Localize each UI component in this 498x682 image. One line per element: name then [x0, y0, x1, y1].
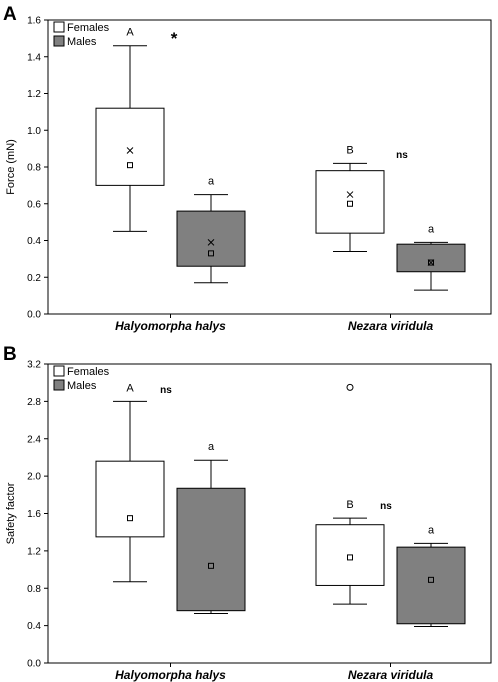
box-iqr — [176, 210, 246, 267]
mean-marker — [207, 238, 215, 246]
y-tick-label: 0.6 — [27, 199, 41, 210]
box-iqr — [315, 170, 385, 234]
y-tick-label: 1.2 — [27, 546, 41, 557]
x-category-label: Halyomorpha halys — [115, 668, 226, 682]
box-iqr — [396, 546, 466, 625]
outlier-point — [346, 383, 354, 391]
mean-marker — [427, 259, 435, 266]
significance-marker: * — [171, 29, 178, 48]
mean-marker — [126, 147, 134, 154]
legend-label: Females — [67, 366, 110, 378]
legend-swatch — [53, 379, 65, 391]
panel-letter: B — [3, 344, 17, 365]
y-tick-label: 1.6 — [27, 509, 41, 520]
y-tick-label: 2.8 — [27, 397, 41, 408]
y-tick-label: 0.0 — [27, 310, 41, 321]
box-males-2: a — [396, 524, 466, 628]
group-letter: a — [208, 441, 215, 453]
box-iqr — [176, 487, 246, 612]
median-marker — [127, 162, 133, 169]
x-category-label: Halyomorpha halys — [115, 319, 226, 333]
box-males-2: a — [396, 223, 466, 291]
y-tick-label: 1.4 — [27, 52, 41, 63]
y-axis-label: Safety factor — [5, 482, 17, 544]
x-category-label: Nezara viridula — [348, 319, 434, 333]
median-marker — [428, 259, 434, 266]
y-tick-label: 3.2 — [27, 360, 41, 371]
y-tick-label: 0.4 — [27, 621, 41, 632]
group-letter: A — [126, 382, 134, 394]
legend: Females Males — [53, 365, 110, 392]
legend-swatch — [53, 21, 65, 33]
y-tick-label: 1.2 — [27, 89, 41, 100]
legend-swatch — [53, 365, 65, 377]
group-letter: B — [346, 144, 353, 156]
y-tick-label: 2.0 — [27, 472, 41, 483]
panel-letter: A — [3, 4, 17, 25]
x-category-label: Nezara viridula — [348, 668, 434, 682]
y-tick-label: 1.6 — [27, 16, 41, 27]
box-males-1: a — [176, 176, 246, 284]
y-tick-label: 2.4 — [27, 434, 41, 445]
median-marker — [347, 554, 353, 561]
legend-label: Males — [67, 36, 97, 48]
box-females-2: B — [315, 383, 385, 605]
legend: Females Males — [53, 21, 110, 48]
significance-marker: ns — [380, 501, 392, 512]
median-marker — [428, 576, 434, 583]
y-tick-label: 0.8 — [27, 584, 41, 595]
box-females-1: A — [95, 27, 165, 232]
median-marker — [347, 200, 353, 207]
legend-swatch — [53, 35, 65, 47]
y-tick-label: 0.4 — [27, 236, 41, 247]
y-tick-label: 0.8 — [27, 163, 41, 174]
y-tick-label: 1.0 — [27, 126, 41, 137]
significance-marker: ns — [160, 385, 172, 396]
group-letter: a — [428, 524, 435, 536]
box-females-2: B — [315, 144, 385, 253]
y-tick-label: 0.0 — [27, 659, 41, 670]
box-iqr — [396, 243, 466, 273]
legend-label: Females — [67, 22, 110, 34]
significance-marker: ns — [396, 150, 408, 161]
box-females-1: A — [95, 382, 165, 583]
legend-label: Males — [67, 380, 97, 392]
box-males-1: a — [176, 441, 246, 614]
group-letter: a — [428, 223, 435, 235]
box-iqr — [95, 107, 165, 186]
median-marker — [208, 250, 214, 257]
group-letter: A — [126, 27, 134, 39]
group-letter: a — [208, 176, 215, 188]
box-iqr — [95, 460, 165, 538]
panel-a: A 0.0 0.2 0.4 0.6 0.8 1.0 1.2 1.4 1.6 Force (mN) Ha… — [3, 4, 492, 333]
y-axis-label: Force (mN) — [5, 139, 17, 195]
mean-marker — [346, 191, 354, 198]
median-marker — [127, 515, 133, 522]
group-letter: B — [346, 499, 353, 511]
y-tick-label: 0.2 — [27, 273, 41, 284]
median-marker — [208, 562, 214, 569]
panel-b: B 0.0 0.4 0.8 1.2 1.6 2.0 2.4 2.8 3.2 Safety facto… — [3, 344, 492, 682]
